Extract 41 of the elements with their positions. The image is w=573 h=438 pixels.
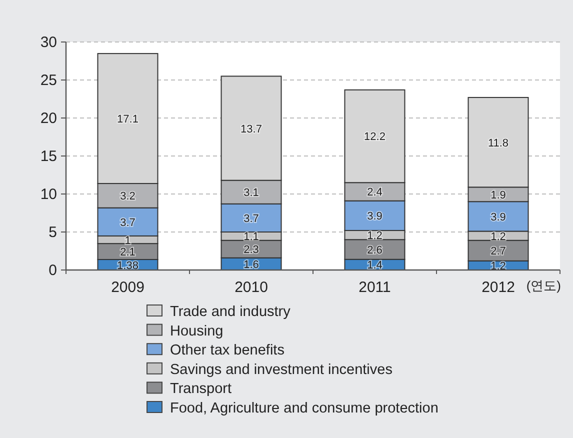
- y-tick-label: 20: [40, 110, 57, 127]
- x-tick-label: 2010: [234, 279, 268, 296]
- y-tick-label: 15: [40, 148, 57, 165]
- data-label: 2.3: [244, 244, 259, 256]
- y-tick-label: 25: [40, 72, 57, 89]
- data-label: 3.9: [367, 210, 382, 223]
- data-label: 3.7: [120, 216, 136, 229]
- y-tick-label: 0: [48, 262, 57, 279]
- data-label: 13.7: [240, 123, 262, 136]
- data-label: 1.2: [490, 260, 506, 272]
- y-tick-label: 30: [40, 34, 57, 51]
- data-label: 3.7: [244, 212, 259, 225]
- data-label: 3.2: [120, 190, 136, 203]
- x-tick-label: 2012: [482, 279, 515, 296]
- data-label: 3.9: [490, 211, 506, 224]
- legend-label: Food, Agriculture and consume protection: [170, 400, 438, 416]
- data-label: 1.2: [490, 230, 506, 243]
- data-label: 1.6: [244, 258, 259, 271]
- data-label: 3.1: [244, 187, 259, 200]
- data-label: 1.2: [367, 230, 382, 242]
- data-label: 1.1: [244, 231, 259, 244]
- y-tick-label: 10: [40, 186, 57, 203]
- legend-label: Trade and industry: [170, 304, 292, 320]
- y-tick-label: 5: [48, 224, 57, 241]
- data-label: 12.2: [364, 131, 386, 144]
- data-label: 2.1: [120, 246, 136, 259]
- data-label: 2.7: [490, 246, 506, 258]
- x-tick-label: 2009: [111, 279, 144, 296]
- legend-label: Savings and investment incentives: [170, 362, 392, 378]
- data-label: 2.4: [367, 186, 382, 199]
- data-label: 11.8: [488, 137, 509, 150]
- data-label: 2.6: [367, 244, 382, 256]
- x-tick-label: 2011: [358, 279, 391, 296]
- legend-label: Other tax benefits: [170, 342, 284, 359]
- data-label: 17.1: [117, 114, 138, 126]
- data-label: 1.9: [490, 189, 506, 202]
- legend-label: Housing: [170, 323, 224, 340]
- data-label: 1.4: [367, 260, 382, 272]
- data-label: 1.38: [117, 260, 138, 272]
- x-axis-title: (연도): [526, 278, 561, 293]
- legend-label: Transport: [170, 381, 232, 398]
